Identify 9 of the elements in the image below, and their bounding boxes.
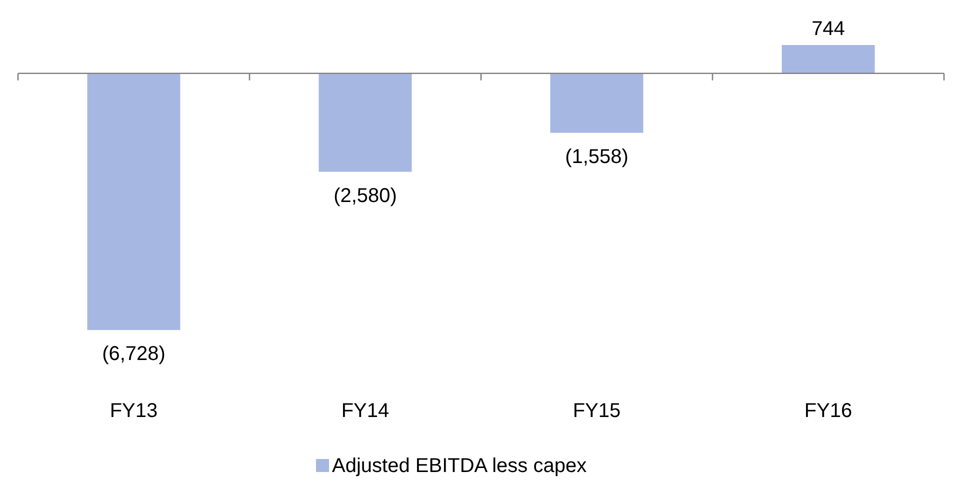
data-label: (1,558) (565, 146, 628, 168)
x-tick-label: FY16 (804, 400, 852, 422)
legend-label: Adjusted EBITDA less capex (332, 455, 587, 477)
data-label: (2,580) (334, 184, 397, 207)
data-label: 744 (812, 18, 845, 40)
x-tick-label: FY13 (110, 400, 158, 422)
data-label: (6,728) (102, 343, 166, 365)
x-tick-label: FY14 (341, 400, 390, 422)
x-tick-label: FY15 (572, 400, 621, 422)
